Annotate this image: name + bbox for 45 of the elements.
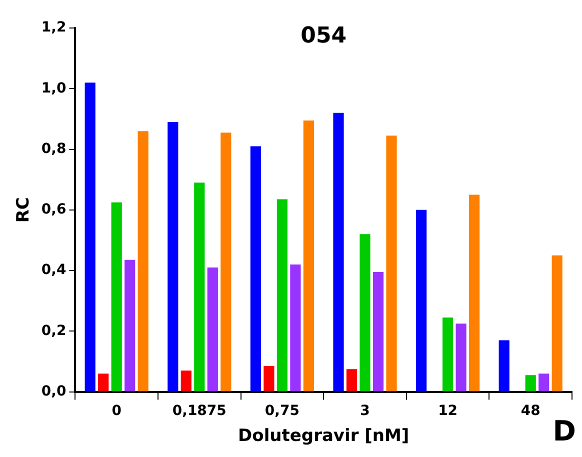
bar — [111, 202, 122, 392]
x-tick-label: 0,1875 — [172, 402, 226, 419]
bar — [525, 375, 536, 392]
bar — [552, 255, 562, 392]
x-tick-label: 0,75 — [264, 402, 300, 419]
y-tick-label: 1,2 — [41, 20, 66, 36]
bar — [207, 268, 218, 392]
bar — [168, 122, 178, 392]
bar — [98, 374, 109, 392]
bar — [333, 112, 344, 392]
bar — [498, 340, 510, 392]
chart-title: 054 — [300, 24, 347, 49]
bar — [386, 136, 397, 392]
bar — [456, 324, 466, 392]
y-tick-label: 0,4 — [41, 262, 66, 278]
x-tick-label: 12 — [438, 402, 458, 419]
bar — [468, 194, 480, 392]
bar — [194, 182, 205, 392]
x-tick-label: 48 — [520, 402, 540, 419]
y-tick-label: 0,8 — [41, 140, 66, 157]
bar — [250, 146, 262, 392]
bar — [442, 318, 454, 392]
text: D — [552, 414, 576, 448]
y-axis-title: RC — [14, 197, 34, 223]
x-tick-label: 3 — [360, 402, 370, 419]
bar — [124, 260, 136, 392]
y-tick-label: 0,0 — [41, 383, 66, 400]
x-axis-title: Dolutegravir [nM] — [238, 426, 410, 446]
y-tick-label: 1,0 — [41, 80, 66, 96]
y-tick-label: 0,2 — [41, 322, 66, 339]
bar — [276, 199, 288, 392]
bar — [84, 82, 96, 392]
bar — [180, 370, 192, 392]
bar — [538, 374, 550, 392]
bar — [220, 132, 232, 392]
x-tick-label: 0 — [112, 402, 122, 419]
bar — [372, 272, 384, 392]
bar — [360, 234, 370, 392]
bar — [346, 369, 358, 392]
bar — [138, 131, 148, 392]
bar — [303, 120, 314, 392]
bar — [416, 210, 427, 392]
bar — [290, 264, 301, 392]
y-tick-label: 0,6 — [41, 202, 66, 218]
bar — [264, 366, 274, 392]
